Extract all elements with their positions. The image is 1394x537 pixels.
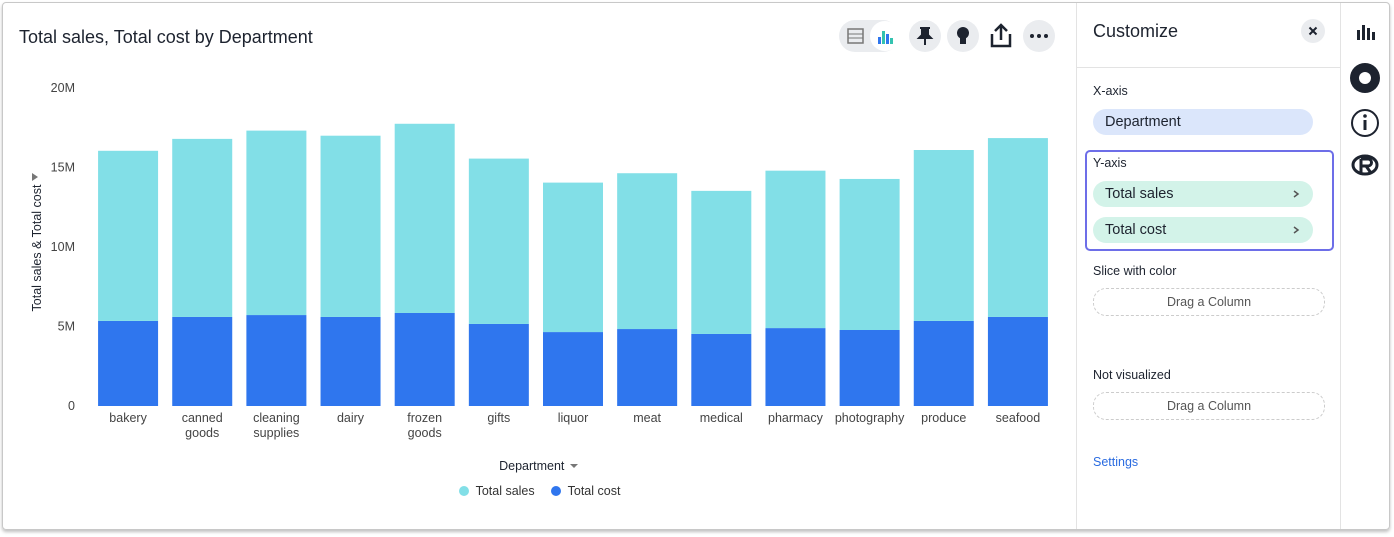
chart-title: Total sales, Total cost by Department (19, 27, 313, 47)
x-tick-label: produce (921, 411, 967, 425)
bar-segment (839, 329, 900, 406)
chevron-icon (1293, 226, 1300, 234)
y-axis-menu[interactable] (32, 173, 38, 181)
y-tick-label: 15M (51, 161, 75, 175)
bar-segment (987, 138, 1048, 317)
window: Total sales, Total cost by Department To… (2, 2, 1390, 530)
bulb-icon (957, 27, 969, 44)
bar-segment (468, 323, 529, 406)
bar-segment (320, 135, 381, 317)
bar-segment (98, 150, 159, 321)
bar-segment (543, 332, 603, 406)
x-axis-title[interactable]: Department (3, 459, 1076, 473)
x-tick-label: gifts (487, 411, 511, 425)
x-tick-label: bakery (109, 411, 147, 425)
share-icon (990, 23, 1012, 48)
bar-segment (617, 173, 678, 330)
chip-label: Total cost (1105, 222, 1167, 238)
bar-segment (765, 170, 826, 329)
pin-button[interactable] (909, 20, 941, 52)
y-tick-label: 10M (51, 240, 75, 254)
x-tick-label: liquor (557, 411, 589, 425)
bar-segment (320, 316, 381, 406)
bar-segment (913, 150, 974, 321)
x-tick-label: pharmacy (768, 411, 823, 425)
y-axis-chip[interactable]: Total cost (1093, 217, 1313, 243)
x-axis-chip[interactable]: Department (1093, 109, 1313, 135)
x-tick-label: cleaning supplies (253, 411, 300, 440)
y-axis-box (1085, 150, 1334, 251)
x-axis-title-text: Department (499, 459, 565, 473)
view-icons (847, 21, 900, 51)
x-tick-label: meat (633, 411, 662, 425)
close-button[interactable] (1301, 19, 1325, 43)
y-axis-label: Y-axis (1093, 156, 1127, 170)
divider (1077, 67, 1341, 68)
bar-segment (172, 316, 233, 406)
bar-segment (913, 320, 974, 406)
insight-button[interactable] (947, 20, 979, 52)
legend-label: Total sales (475, 484, 535, 498)
legend-swatch (550, 486, 561, 496)
chart-area: Total sales, Total cost by Department To… (3, 3, 1076, 529)
bar-segment (246, 315, 307, 406)
share-button[interactable] (985, 20, 1017, 52)
chevron-icon (1293, 190, 1300, 198)
bar-segment (543, 182, 603, 333)
bar-segment (394, 123, 455, 313)
y-tick-label: 0 (68, 399, 75, 413)
x-tick-label: frozen goods (407, 411, 443, 440)
bar-segment (394, 312, 455, 406)
r-icon[interactable] (1351, 154, 1379, 176)
legend-label: Total cost (567, 484, 621, 498)
more-icon (1030, 34, 1048, 38)
x-axis-label: X-axis (1093, 84, 1128, 98)
customize-panel: Customize X-axis Department Y-axis Total… (1076, 3, 1341, 529)
legend-item[interactable]: Total sales (458, 484, 535, 498)
dropdown-icon (569, 464, 578, 468)
chart-icon[interactable] (1357, 25, 1375, 40)
chevron (1293, 226, 1300, 234)
side-rail (1340, 3, 1389, 529)
x-tick-label: seafood (995, 411, 1041, 425)
y-tick-label: 20M (51, 81, 75, 95)
y-tick-label: 5M (58, 320, 75, 334)
chevron (1293, 190, 1300, 198)
slice-label: Slice with color (1093, 264, 1177, 278)
x-tick-label: canned goods (181, 411, 223, 440)
not-visualized-label: Not visualized (1093, 368, 1171, 382)
bar-segment (691, 190, 752, 334)
info-icon[interactable] (1351, 109, 1379, 137)
bar-segment (617, 329, 678, 406)
bar-segment (468, 158, 529, 324)
rail-icons (1350, 25, 1380, 176)
legend: Total sales Total cost (3, 484, 1076, 498)
bar-segment (98, 320, 159, 406)
legend-item[interactable]: Total cost (550, 484, 621, 498)
pin-icon (916, 27, 934, 45)
bar-segment (246, 130, 307, 316)
chart: Total sales & Total cost 0 5M 10M 15M 20M (30, 81, 1048, 413)
y-axis-title: Total sales & Total cost (30, 184, 44, 311)
slice-drop[interactable]: Drag a Column (1093, 288, 1325, 316)
x-tick-label: photography (834, 411, 905, 425)
y-axis-chip[interactable]: Total sales (1093, 181, 1313, 207)
more-button[interactable] (1023, 20, 1055, 52)
x-tick-label: dairy (336, 411, 365, 425)
bar-segment (172, 138, 233, 317)
legend-swatch (458, 486, 469, 496)
bar-segment (765, 328, 826, 406)
bar-segment (839, 178, 900, 330)
settings-icon[interactable] (1350, 63, 1380, 93)
view-toggle[interactable] (839, 20, 900, 52)
bar-segment (691, 333, 752, 406)
bar-segment (987, 316, 1048, 406)
panel-title: Customize (1093, 21, 1179, 41)
chip-label: Total sales (1105, 186, 1174, 202)
x-tick-label: medical (699, 411, 743, 425)
not-visualized-drop[interactable]: Drag a Column (1093, 392, 1325, 420)
settings-link[interactable]: Settings (1093, 455, 1139, 469)
